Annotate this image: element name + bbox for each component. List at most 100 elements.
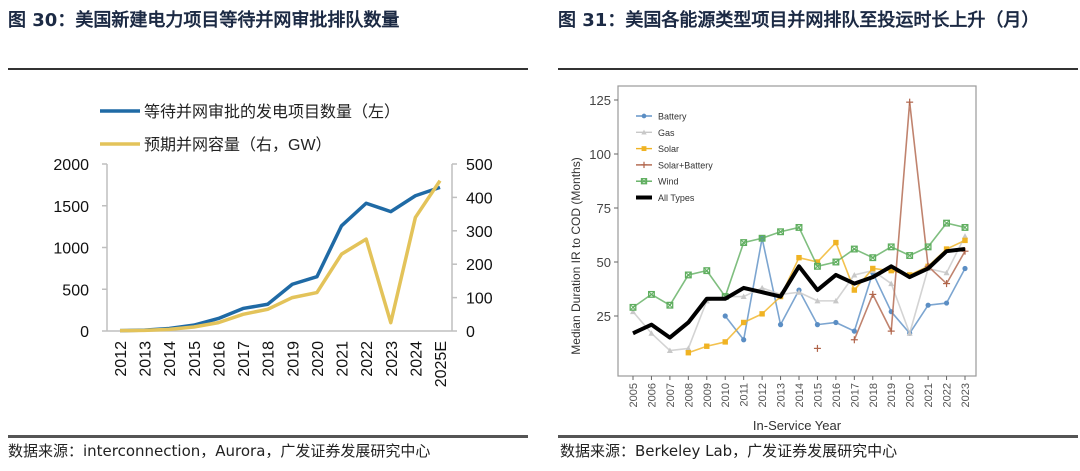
- marker-solar-battery: [887, 327, 895, 335]
- marker-solar: [796, 254, 802, 261]
- plot-frame: [617, 85, 977, 377]
- x-tick-label: 2016: [211, 341, 228, 377]
- x-tick-label: 2007: [665, 383, 677, 407]
- legend-item: Solar+Battery: [636, 160, 713, 170]
- x-tick-label: 2024: [408, 341, 425, 377]
- marker-wind: [813, 262, 821, 270]
- x-tick-label: 2014: [794, 383, 806, 407]
- marker-wind: [869, 254, 877, 262]
- left-y-tick-label: 1500: [53, 199, 89, 216]
- marker-battery: [741, 337, 747, 343]
- marker-wind: [924, 243, 932, 251]
- y-tick-label: 75: [597, 201, 611, 216]
- marker-stroke: [943, 219, 951, 227]
- x-tick-label: 2015: [812, 383, 824, 407]
- marker-stroke: [795, 223, 803, 231]
- marker-stroke: [666, 302, 674, 309]
- legend-label: Solar+Battery: [658, 160, 713, 170]
- right-y-tick-label: 400: [466, 190, 493, 207]
- x-tick-label: 2012: [757, 383, 769, 407]
- legend-label: 预期并网容量（右，GW）: [144, 136, 332, 154]
- x-tick-label: 2018: [261, 341, 278, 377]
- marker-stroke: [647, 290, 655, 298]
- right-y-tick-label: 300: [466, 224, 493, 241]
- marker-solar-battery: [850, 336, 858, 344]
- marker-battery: [641, 113, 647, 119]
- left-figure-title: 图 30：美国新建电力项目等待并网审批排队数量: [8, 10, 400, 31]
- marker-solar: [851, 287, 858, 293]
- marker-wind: [703, 267, 711, 275]
- right-bottom-rule: [558, 435, 1078, 438]
- left-y-tick-label: 0: [80, 324, 89, 341]
- marker-battery: [833, 319, 839, 326]
- legend-item: Battery: [636, 112, 687, 122]
- marker-wind: [850, 245, 858, 253]
- marker-stroke: [850, 245, 858, 253]
- marker-stroke: [795, 224, 803, 231]
- marker-solar: [888, 267, 894, 274]
- marker-solar: [740, 319, 747, 326]
- left-chart: 0 500 1000 1500 2000 0 100 200 300 400 500 2012 2013…: [53, 103, 493, 387]
- x-tick-label: 2013: [776, 383, 788, 407]
- marker-stroke: [869, 254, 877, 262]
- marker-stroke: [887, 243, 895, 251]
- marker-solar: [759, 311, 765, 317]
- marker-solar-battery: [640, 161, 648, 169]
- marker-stroke: [740, 239, 747, 246]
- marker-gas: [888, 280, 895, 287]
- marker-solar: [685, 350, 692, 356]
- marker-solar-battery: [906, 98, 914, 106]
- series-line-all-types: [632, 247, 966, 340]
- marker-gas: [796, 289, 802, 295]
- marker-solar: [962, 237, 968, 244]
- marker-solar-battery: [943, 280, 951, 288]
- legend-item: Gas: [636, 128, 675, 138]
- marker-stroke: [648, 291, 655, 298]
- marker-stroke: [961, 224, 969, 231]
- y-tick-label: 125: [589, 93, 611, 108]
- marker-gas: [648, 330, 655, 336]
- marker-solar: [814, 259, 821, 265]
- x-tick-label: 2009: [702, 383, 714, 407]
- marker-wind: [906, 252, 914, 259]
- marker-stroke: [758, 234, 766, 242]
- x-tick-label: 2017: [236, 341, 253, 377]
- marker-battery: [851, 328, 857, 334]
- marker-gas: [906, 330, 913, 336]
- marker-stroke: [640, 178, 648, 185]
- marker-battery: [943, 300, 950, 306]
- marker-stroke: [777, 228, 785, 236]
- marker-stroke: [961, 223, 969, 231]
- marker-solar-battery: [813, 344, 821, 352]
- marker-battery: [962, 265, 968, 272]
- marker-wind: [684, 271, 692, 279]
- marker-wind: [647, 290, 655, 298]
- x-tick-label: 2010: [720, 383, 732, 407]
- marker-gas: [962, 233, 968, 239]
- marker-stroke: [943, 219, 950, 227]
- marker-stroke: [813, 262, 821, 270]
- marker-stroke: [629, 304, 637, 311]
- marker-stroke: [924, 243, 932, 251]
- marker-stroke: [869, 254, 876, 261]
- marker-stroke: [924, 243, 932, 251]
- marker-stroke: [906, 252, 914, 259]
- marker-solar: [833, 239, 839, 246]
- marker-battery: [814, 322, 821, 328]
- marker-stroke: [906, 252, 913, 259]
- legend-item: Wind: [636, 177, 679, 187]
- marker-solar: [704, 343, 710, 349]
- marker-stroke: [851, 245, 858, 253]
- marker-wind: [640, 178, 648, 185]
- x-tick-label: 2011: [739, 383, 751, 407]
- x-tick-label: 2013: [138, 341, 155, 377]
- marker-solar: [641, 146, 647, 152]
- series-line-capacity-gw: [119, 179, 442, 333]
- x-tick-label: 2015: [187, 341, 204, 377]
- x-tick-label: 2019: [285, 341, 302, 377]
- marker-battery: [925, 302, 931, 308]
- legend-label: All Types: [658, 193, 695, 203]
- marker-stroke: [629, 303, 637, 311]
- marker-gas: [740, 293, 747, 300]
- left-title-rule: [8, 68, 528, 70]
